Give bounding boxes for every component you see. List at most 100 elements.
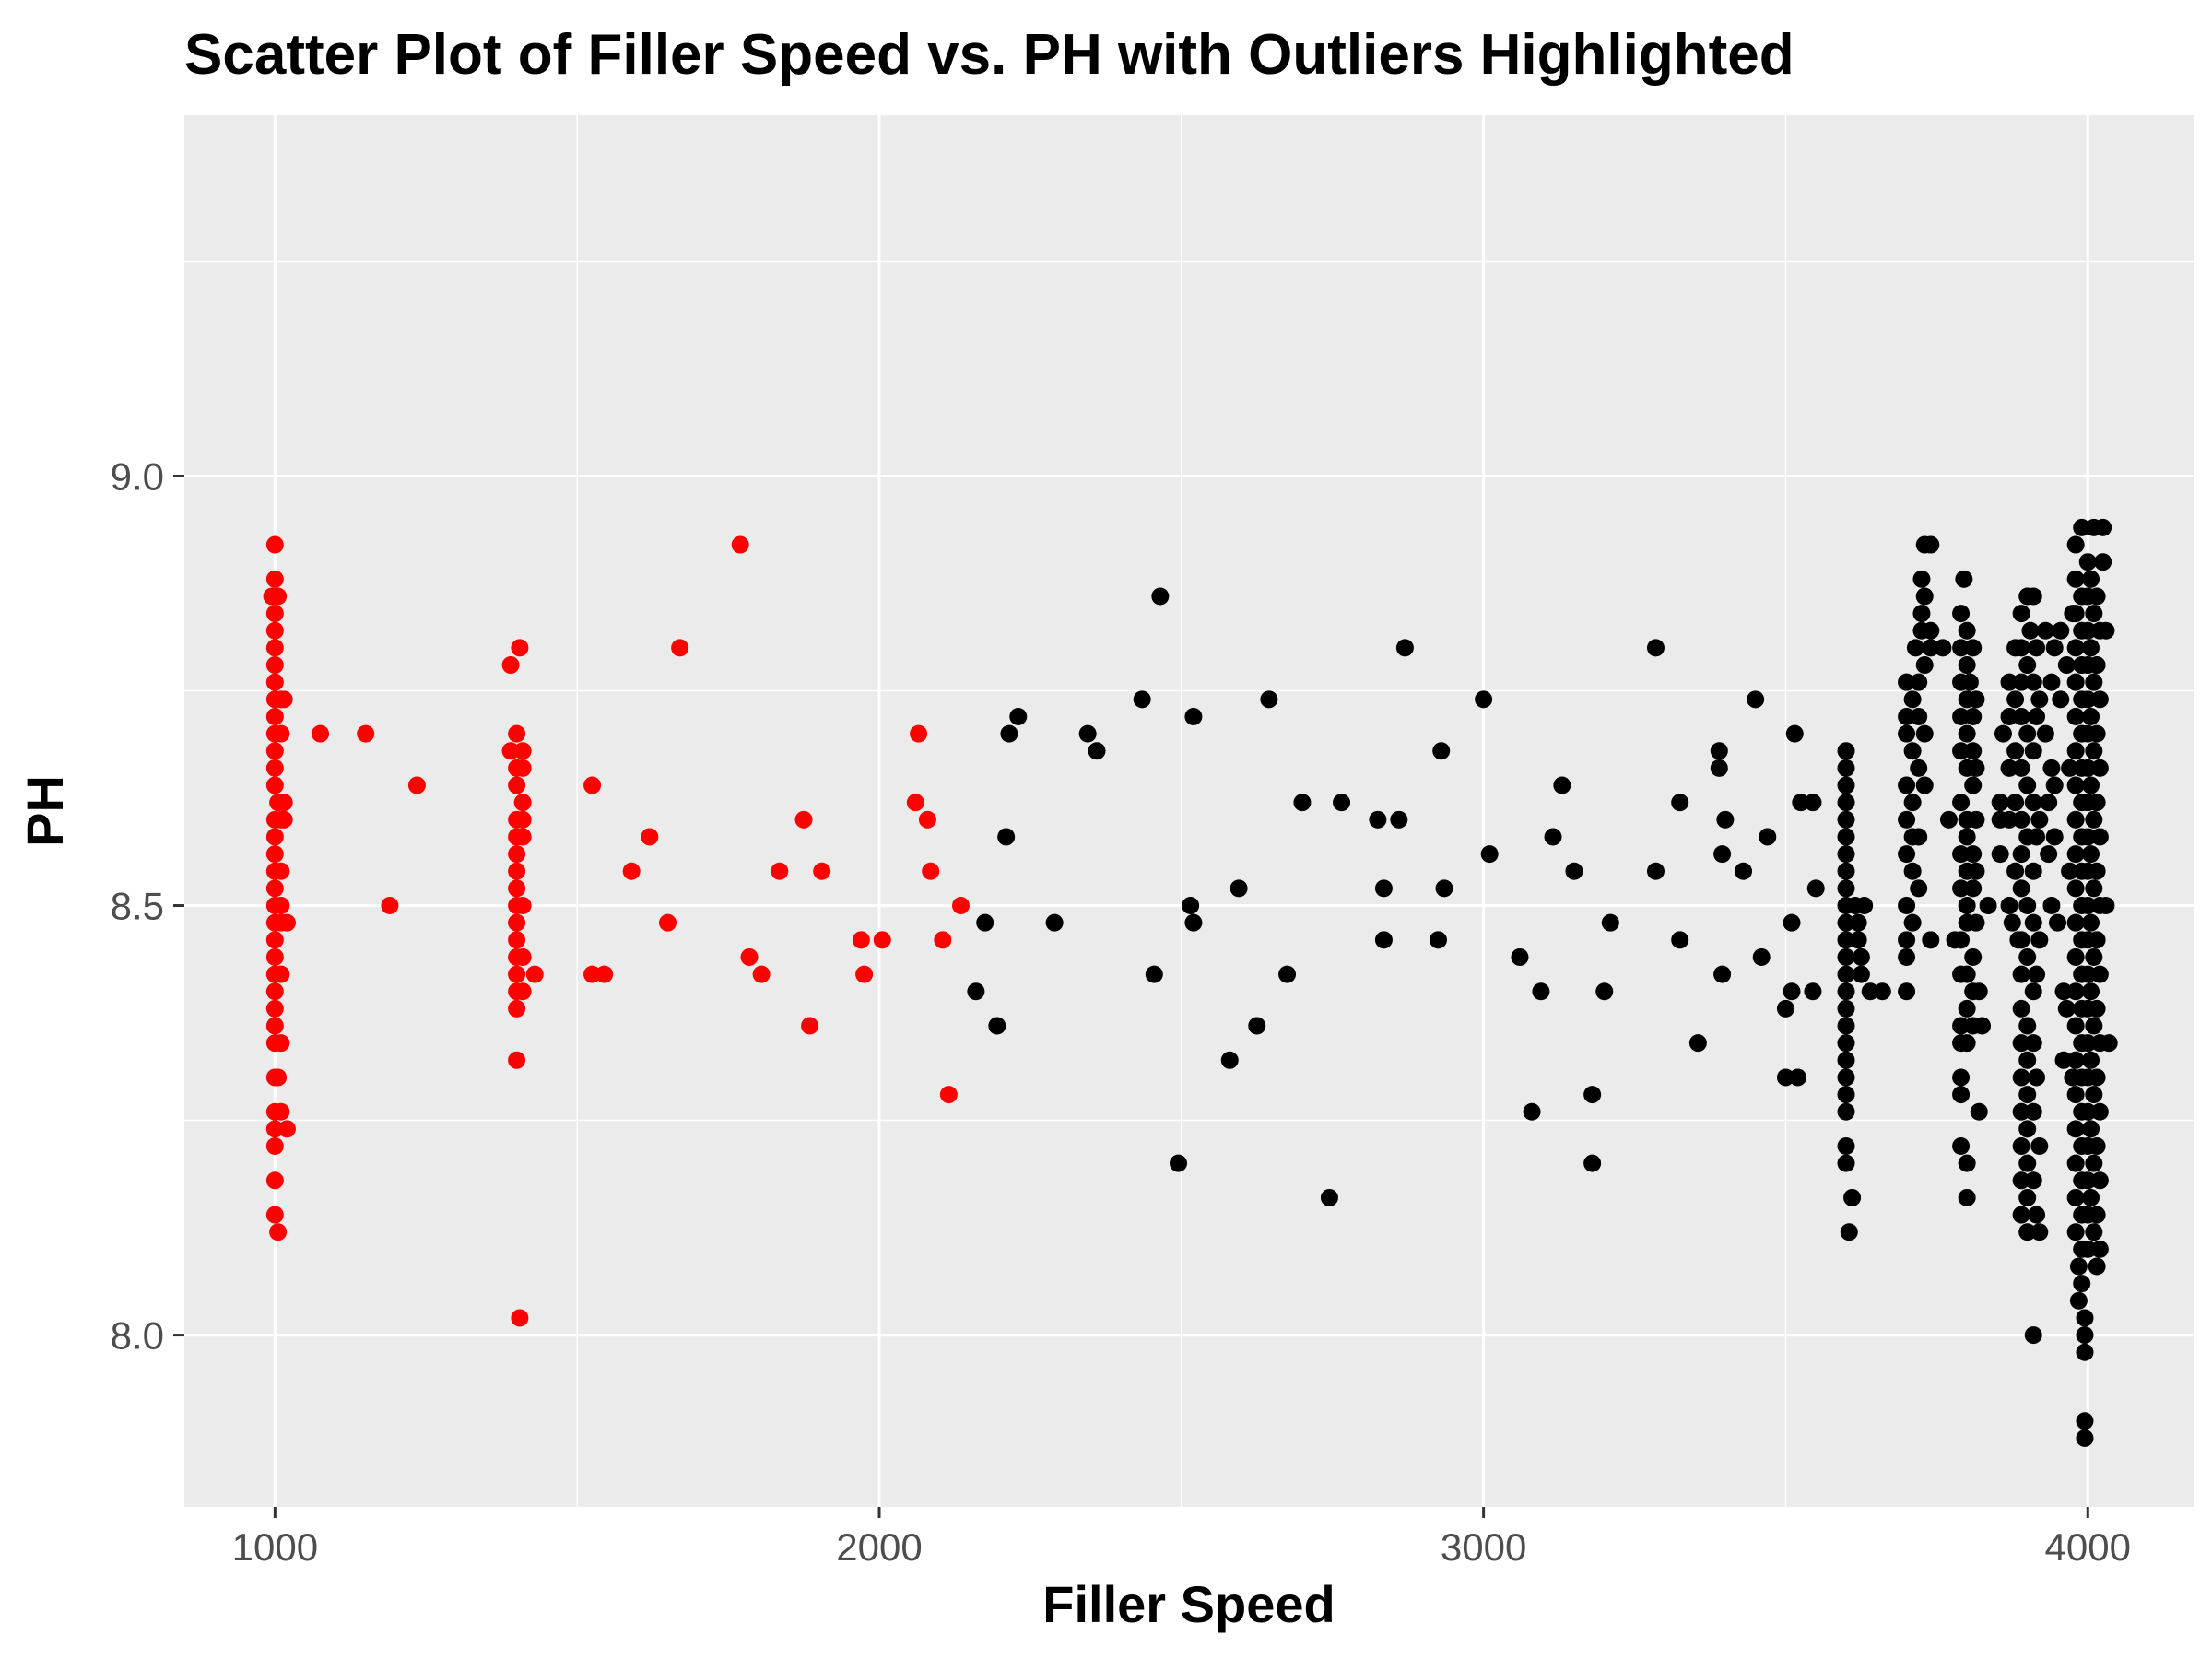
data-point bbox=[1595, 982, 1614, 1001]
data-point bbox=[2018, 1017, 2037, 1035]
y-tick-label: 8.0 bbox=[111, 1314, 164, 1358]
data-point bbox=[2012, 810, 2030, 829]
data-point bbox=[1532, 982, 1550, 1001]
data-point bbox=[2012, 1206, 2030, 1224]
data-point bbox=[2028, 1068, 2046, 1087]
data-point bbox=[1374, 879, 1393, 898]
data-point bbox=[1837, 1068, 1855, 1087]
data-point bbox=[1837, 931, 1855, 949]
data-point bbox=[1710, 759, 1728, 777]
data-point bbox=[265, 1017, 284, 1035]
data-point bbox=[312, 724, 330, 743]
data-point bbox=[1776, 1068, 1794, 1087]
data-point bbox=[1145, 965, 1163, 983]
data-point bbox=[1837, 1086, 1855, 1104]
data-point bbox=[1903, 913, 1922, 932]
minor-gridlines bbox=[184, 115, 2194, 1507]
data-point bbox=[1898, 776, 1916, 794]
data-point bbox=[1967, 913, 1985, 932]
data-point bbox=[2073, 518, 2091, 536]
data-point bbox=[2042, 897, 2061, 915]
data-point bbox=[1804, 982, 1822, 1001]
data-point bbox=[1837, 1034, 1855, 1053]
data-point bbox=[508, 845, 526, 864]
data-point bbox=[1320, 1188, 1338, 1206]
data-point bbox=[1837, 965, 1855, 983]
data-point bbox=[2082, 707, 2100, 725]
data-point bbox=[1792, 794, 1810, 812]
data-point bbox=[1151, 587, 1170, 606]
data-point bbox=[2094, 518, 2112, 536]
data-point bbox=[1967, 690, 1985, 709]
data-point bbox=[1979, 897, 1997, 915]
data-point bbox=[277, 1120, 296, 1138]
data-point bbox=[513, 897, 532, 915]
data-point bbox=[2054, 1051, 2073, 1069]
data-point bbox=[2076, 1343, 2094, 1361]
data-point bbox=[2012, 1171, 2030, 1190]
data-point bbox=[2036, 724, 2054, 743]
data-point bbox=[1958, 1154, 1976, 1172]
data-point bbox=[508, 1051, 526, 1069]
data-point bbox=[1783, 982, 1801, 1001]
data-point bbox=[2012, 1102, 2030, 1121]
data-point bbox=[2078, 965, 2097, 983]
data-point bbox=[1601, 913, 1619, 932]
data-point bbox=[988, 1017, 1006, 1035]
data-point bbox=[2024, 794, 2042, 812]
data-point bbox=[2100, 1034, 2118, 1053]
data-point bbox=[265, 1171, 284, 1190]
data-point bbox=[1952, 605, 1971, 623]
data-point bbox=[2024, 1171, 2042, 1190]
data-point bbox=[2090, 1102, 2109, 1121]
data-point bbox=[1952, 794, 1971, 812]
data-point bbox=[2076, 1429, 2094, 1447]
data-point bbox=[1182, 897, 1200, 915]
data-point bbox=[2030, 1137, 2049, 1156]
data-point bbox=[2066, 1188, 2085, 1206]
data-point bbox=[2018, 724, 2037, 743]
data-point bbox=[1958, 897, 1976, 915]
data-point bbox=[2045, 776, 2064, 794]
data-point bbox=[2012, 605, 2030, 623]
data-point bbox=[622, 862, 641, 880]
data-point bbox=[1837, 1102, 1855, 1121]
data-point bbox=[2088, 1257, 2106, 1276]
data-point bbox=[2066, 535, 2085, 554]
data-point bbox=[1903, 794, 1922, 812]
data-point bbox=[2078, 553, 2097, 571]
data-point bbox=[1910, 879, 1928, 898]
data-point bbox=[1952, 1068, 1971, 1087]
data-point bbox=[2094, 553, 2112, 571]
data-point bbox=[501, 656, 520, 675]
data-point bbox=[2052, 690, 2070, 709]
data-point bbox=[1958, 1188, 1976, 1206]
data-point bbox=[1964, 742, 1983, 760]
data-point bbox=[641, 828, 659, 846]
data-point bbox=[265, 621, 284, 640]
data-point bbox=[2030, 690, 2049, 709]
data-point bbox=[1045, 913, 1064, 932]
data-point bbox=[269, 1223, 288, 1241]
data-point bbox=[1873, 982, 1891, 1001]
data-point bbox=[2066, 1223, 2085, 1241]
data-point bbox=[275, 794, 293, 812]
x-tick-label: 3000 bbox=[1441, 1525, 1526, 1569]
data-point bbox=[1910, 828, 1928, 846]
data-point bbox=[934, 931, 952, 949]
data-point bbox=[1133, 690, 1151, 709]
data-point bbox=[1374, 931, 1393, 949]
data-point bbox=[1922, 931, 1940, 949]
data-point bbox=[513, 794, 532, 812]
x-tick-label: 4000 bbox=[2045, 1525, 2131, 1569]
data-point bbox=[1837, 862, 1855, 880]
data-point bbox=[1523, 1102, 1541, 1121]
y-tick-label: 8.5 bbox=[111, 885, 164, 928]
data-point bbox=[2012, 759, 2030, 777]
data-point bbox=[2082, 1051, 2100, 1069]
data-point bbox=[1248, 1017, 1266, 1035]
data-point bbox=[2012, 999, 2030, 1018]
data-point bbox=[2061, 862, 2079, 880]
data-point bbox=[2078, 1034, 2097, 1053]
data-point bbox=[511, 639, 529, 657]
